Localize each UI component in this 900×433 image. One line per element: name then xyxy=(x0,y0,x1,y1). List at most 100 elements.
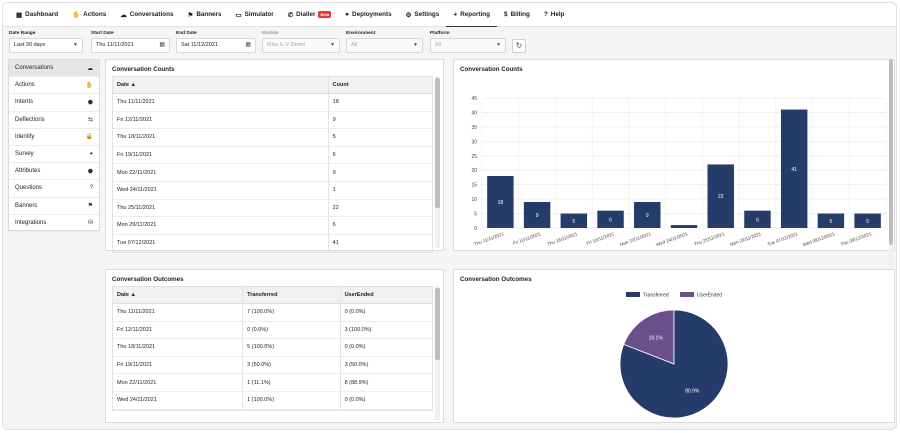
table-cell: Thu 18/11/2021 xyxy=(117,344,156,351)
column-header[interactable]: Date ▲ xyxy=(117,82,136,88)
table-cell: 3 (50.0%) xyxy=(242,356,339,374)
end-date-value: Sat 11/12/2021 xyxy=(181,42,218,48)
table-header: Date ▲ Transferred UserEnded xyxy=(113,287,432,304)
bar[interactable] xyxy=(744,210,771,228)
table-cell: 22 xyxy=(327,199,432,217)
table-cell: 18 xyxy=(327,94,432,111)
sidebar-item-conversations[interactable]: Conversations ☁ xyxy=(9,60,99,78)
bar[interactable] xyxy=(817,213,845,228)
sidebar-item-label: Actions xyxy=(15,82,35,89)
nav-actions[interactable]: ✋ Actions xyxy=(65,3,113,27)
sidebar-item-actions[interactable]: Actions ✋ xyxy=(9,77,99,95)
table-cell: Thu 11/11/2021 xyxy=(117,99,155,106)
nav-deployments[interactable]: ● Deployments xyxy=(338,3,398,27)
module-select[interactable]: Mike E.V Demo ▼ xyxy=(262,38,340,53)
bar[interactable] xyxy=(780,109,808,228)
bar[interactable] xyxy=(634,202,661,228)
refresh-button[interactable]: ↻ xyxy=(512,39,526,53)
chevron-down-icon: ▼ xyxy=(330,42,335,48)
y-tick-label: 10 xyxy=(471,197,477,203)
pie-slice-label: 19.1% xyxy=(649,335,664,341)
table-cell: 0 (0.0%) xyxy=(339,304,432,321)
dialler-icon: ✆ xyxy=(287,11,294,19)
sidebar-item-label: Questions xyxy=(15,185,43,192)
nav-banners[interactable]: ⚑ Banners xyxy=(180,3,228,27)
start-date-label: Start Date xyxy=(91,31,114,36)
deployments-icon: ● xyxy=(345,11,350,18)
y-tick-label: 45 xyxy=(471,96,477,102)
table-cell: 0 (0.0%) xyxy=(339,391,432,409)
sidebar-item-label: Survey xyxy=(15,151,34,158)
nav-settings[interactable]: ⚙ Settings xyxy=(399,3,447,27)
sidebar-item-attributes[interactable]: Attributes ⬣ xyxy=(9,163,99,181)
sidebar-item-intents[interactable]: Intents ⬣ xyxy=(9,94,99,112)
bar[interactable] xyxy=(487,176,514,228)
pie-slice[interactable] xyxy=(619,309,729,419)
table-cell: 1 (100.0%) xyxy=(242,391,339,409)
counts-table-scrollbar[interactable] xyxy=(435,76,440,248)
nav-help[interactable]: ? Help xyxy=(537,3,572,27)
bar[interactable] xyxy=(560,213,588,228)
sidebar-item-identify[interactable]: Identify 🔒 xyxy=(9,129,99,146)
calendar-icon[interactable]: ▦ xyxy=(245,42,251,48)
x-tick-label: Mon 29/11/2021 xyxy=(729,231,762,247)
x-tick-label: Thu 11/11/2021 xyxy=(473,231,505,247)
date-range-label: Date Range xyxy=(9,31,36,36)
table-cell: 0 (0.0%) xyxy=(339,339,432,356)
date-range-select[interactable]: Last 30 days ▼ xyxy=(9,38,83,53)
table-cell: Mon 22/11/2021 xyxy=(117,379,157,386)
table-cell: 3 (100.0%) xyxy=(339,321,432,339)
table-row: Mon 22/11/2021 1 (11.1%) 8 (88.9%) xyxy=(113,374,432,392)
nav-simulator[interactable]: ▭ Simulator xyxy=(229,3,281,27)
bar[interactable] xyxy=(597,210,624,228)
page-scrollbar[interactable] xyxy=(889,59,893,297)
legend-label[interactable]: Transferred xyxy=(643,293,669,299)
environment-select[interactable]: All ▼ xyxy=(346,38,423,53)
table-row: Thu 11/11/2021 18 xyxy=(113,94,432,112)
column-header[interactable]: Count xyxy=(327,77,432,93)
dashboard-icon: ▦ xyxy=(16,11,23,19)
start-date-input[interactable]: Thu 11/11/2021 ▦ xyxy=(91,38,170,53)
column-header[interactable]: Transferred xyxy=(242,287,339,303)
refresh-icon: ↻ xyxy=(515,41,523,50)
beta-badge: Beta xyxy=(318,11,332,18)
nav-label: Conversations xyxy=(129,11,174,18)
nav-conversations[interactable]: ☁ Conversations xyxy=(113,3,180,27)
nav-dashboard[interactable]: ▦ Dashboard xyxy=(9,3,65,27)
sidebar-item-questions[interactable]: Questions? xyxy=(9,180,99,198)
x-tick-label: Thu 18/11/2021 xyxy=(547,231,579,247)
sidebar-item-integrations[interactable]: Integrations ⛁ xyxy=(9,215,99,232)
outcomes-table-scrollbar[interactable] xyxy=(435,286,440,420)
platform-select[interactable]: All ▼ xyxy=(430,38,506,53)
bar[interactable] xyxy=(523,202,551,228)
sidebar-item-label: Integrations xyxy=(15,219,47,226)
nav-reporting[interactable]: ◕ Reporting xyxy=(446,3,497,27)
nav-billing[interactable]: $ Billing xyxy=(497,3,537,27)
scrollbar-thumb[interactable] xyxy=(435,78,440,208)
calendar-icon[interactable]: ▦ xyxy=(159,42,165,48)
end-date-input[interactable]: Sat 11/12/2021 ▦ xyxy=(176,38,256,53)
bar[interactable] xyxy=(707,164,734,228)
tag-icon: ⬣ xyxy=(87,168,93,175)
sidebar-item-banners[interactable]: Banners ⚑ xyxy=(9,198,99,215)
chevron-down-icon: ▼ xyxy=(496,42,501,48)
pie-slice[interactable] xyxy=(623,309,675,365)
legend-label[interactable]: UserEnded xyxy=(697,293,722,299)
table-cell: Wed 24/11/2021 xyxy=(117,187,157,194)
sidebar-item-survey[interactable]: Survey ◕ xyxy=(9,146,99,164)
bar[interactable] xyxy=(670,225,698,228)
nav-label: Billing xyxy=(510,11,530,18)
database-icon: ⛁ xyxy=(87,220,93,227)
nav-label: Dialler xyxy=(296,11,316,18)
page-scrollbar-thumb[interactable] xyxy=(889,59,893,245)
table-cell: 9 xyxy=(327,164,432,181)
nav-label: Help xyxy=(550,11,565,18)
column-header[interactable]: UserEnded xyxy=(339,287,432,303)
bar[interactable] xyxy=(854,213,881,228)
counts-table: Date ▲ Count Thu 11/11/2021 18 Fri 12/11/202… xyxy=(112,76,433,254)
sidebar-item-deflections[interactable]: Deflections ⇆ xyxy=(9,112,99,129)
sidebar-item-label: Identify xyxy=(15,133,35,140)
column-header[interactable]: Date ▲ xyxy=(117,292,136,298)
scrollbar-thumb[interactable] xyxy=(435,288,440,360)
nav-dialler[interactable]: ✆ Dialler Beta xyxy=(281,3,338,27)
